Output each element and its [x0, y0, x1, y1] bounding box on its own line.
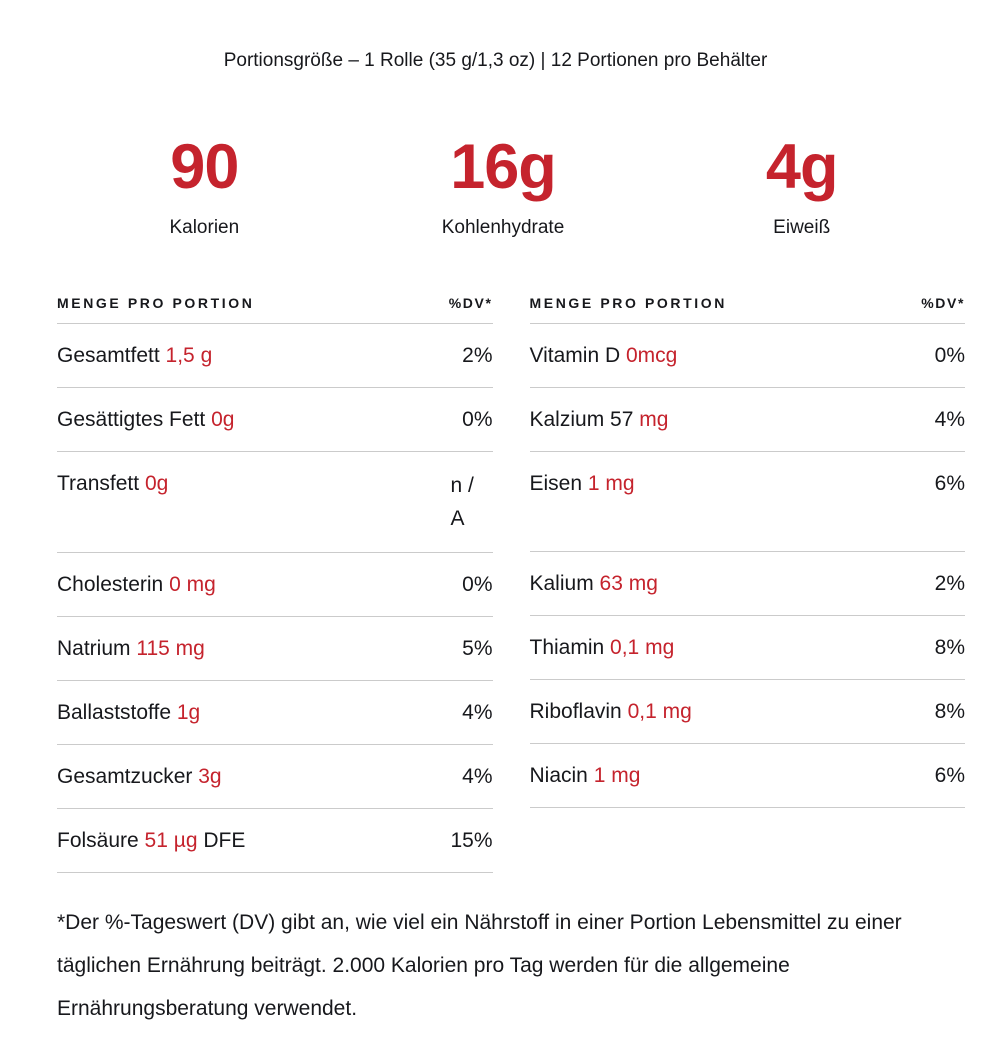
- nutrient-column-left: MENGE PRO PORTION %DV* Gesamtfett 1,5 g …: [57, 295, 493, 873]
- stat-carbohydrates: 16g Kohlenhydrate: [354, 136, 653, 239]
- nutrient-name-cell: Folsäure 51 µg DFE: [57, 826, 255, 855]
- nutrient-row-natrium: Natrium 115 mg 5%: [57, 617, 493, 681]
- nutrient-name: Transfett: [57, 472, 140, 495]
- nutrient-name-cell: Ballaststoffe 1g: [57, 698, 210, 727]
- nutrient-name-cell: Niacin 1 mg: [530, 761, 651, 790]
- nutrient-amount: 0g: [144, 472, 169, 495]
- nutrient-name: Gesamtfett: [57, 344, 160, 367]
- nutrient-amount: 0mcg: [626, 344, 678, 367]
- nutrient-dv-value: n / A: [450, 474, 474, 530]
- nutrient-row-gesamtfett: Gesamtfett 1,5 g 2%: [57, 324, 493, 388]
- nutrient-amount: 1 mg: [587, 472, 635, 495]
- nutrient-name-cell: Eisen 1 mg: [530, 469, 645, 498]
- amount-per-serving-header: MENGE PRO PORTION: [57, 295, 255, 311]
- nutrient-dv-value: 15%: [450, 829, 493, 852]
- nutrient-amount: 0,1 mg: [627, 700, 692, 723]
- nutrient-name: Niacin: [529, 764, 588, 787]
- nutrient-name: Kalium: [529, 572, 594, 595]
- nutrient-name-cell: Gesamtzucker 3g: [57, 762, 232, 791]
- serving-size-line: Portionsgröße – 1 Rolle (35 g/1,3 oz) | …: [223, 50, 768, 71]
- stat-carbohydrates-label: Kohlenhydrate: [441, 217, 565, 238]
- nutrient-amount: 115 mg: [136, 637, 205, 660]
- dv-header: %DV*: [921, 295, 965, 311]
- nutrient-name: Kalzium 57: [529, 408, 634, 431]
- nutrient-row-niacin: Niacin 1 mg 6%: [529, 744, 965, 808]
- nutrient-dv-value: 4%: [462, 701, 493, 724]
- nutrient-row-transfett: Transfett 0g n / A: [57, 452, 493, 553]
- nutrient-amount: 3g: [198, 765, 222, 788]
- nutrient-name: Folsäure: [57, 829, 139, 852]
- nutrient-row-gesaettigtes-fett: Gesättigtes Fett 0g 0%: [57, 388, 493, 452]
- macro-stats: 90 Kalorien 16g Kohlenhydrate 4g Eiweiß: [55, 136, 951, 239]
- nutrient-name-cell: Vitamin D 0mcg: [530, 341, 688, 370]
- nutrient-row-eisen: Eisen 1 mg 6%: [529, 452, 965, 552]
- nutrient-name: Natrium: [57, 637, 131, 660]
- dv-footnote: *Der %-Tageswert (DV) gibt an, wie viel …: [57, 911, 902, 1020]
- nutrient-dv-value: 8%: [934, 700, 965, 723]
- nutrient-row-kalzium: Kalzium 57 mg 4%: [529, 388, 965, 452]
- nutrient-name: Gesamtzucker: [57, 765, 193, 788]
- nutrient-amount: 1g: [176, 701, 201, 724]
- stat-calories-label: Kalorien: [169, 217, 240, 238]
- nutrient-row-gesamtzucker: Gesamtzucker 3g 4%: [57, 745, 493, 809]
- nutrient-dv-value: 4%: [934, 408, 965, 431]
- dv-header: %DV*: [448, 295, 493, 311]
- nutrient-name-cell: Gesamtfett 1,5 g: [57, 341, 222, 370]
- nutrient-dv-value: 6%: [934, 472, 965, 495]
- stat-protein-label: Eiweiß: [773, 217, 831, 238]
- nutrient-name: Riboflavin: [529, 700, 622, 723]
- nutrient-name-cell: Riboflavin 0,1 mg: [530, 697, 702, 726]
- nutrient-suffix: DFE: [203, 829, 246, 852]
- stat-protein-value: 4g: [765, 132, 839, 202]
- nutrient-amount: 63 mg: [599, 572, 658, 595]
- nutrient-row-folsaeure: Folsäure 51 µg DFE 15%: [57, 809, 493, 873]
- nutrient-column-right: MENGE PRO PORTION %DV* Vitamin D 0mcg 0%…: [529, 295, 965, 873]
- nutrient-dv-value: 0%: [462, 408, 493, 431]
- nutrient-amount: 1 mg: [593, 764, 641, 787]
- nutrient-amount: 0 mg: [169, 573, 216, 596]
- nutrient-amount: 51 µg: [144, 829, 198, 852]
- nutrient-name-cell: Kalzium 57 mg: [530, 405, 679, 434]
- column-left-header-row: MENGE PRO PORTION %DV*: [57, 295, 493, 324]
- stat-calories: 90 Kalorien: [55, 136, 354, 239]
- amount-per-serving-header: MENGE PRO PORTION: [529, 295, 727, 311]
- nutrient-name-cell: Natrium 115 mg: [57, 634, 215, 663]
- stat-calories-value: 90: [170, 132, 239, 202]
- nutrient-row-vitamin-d: Vitamin D 0mcg 0%: [529, 324, 965, 388]
- nutrient-table: MENGE PRO PORTION %DV* Gesamtfett 1,5 g …: [57, 295, 965, 873]
- nutrient-amount: 0,1 mg: [610, 636, 675, 659]
- nutrient-dv-value: 5%: [462, 637, 493, 660]
- nutrient-dv-value: 4%: [462, 765, 493, 788]
- nutrient-amount: mg: [639, 408, 669, 431]
- nutrient-name-cell: Transfett 0g: [57, 469, 178, 498]
- nutrient-name-cell: Cholesterin 0 mg: [57, 570, 226, 599]
- nutrient-amount: 0g: [211, 408, 235, 431]
- nutrient-dv-value: 6%: [934, 764, 965, 787]
- nutrient-name-cell: Kalium 63 mg: [530, 569, 668, 598]
- nutrient-dv-value: 0%: [462, 573, 493, 596]
- nutrient-dv-value: 2%: [934, 572, 965, 595]
- nutrient-name: Ballaststoffe: [57, 701, 172, 724]
- nutrient-name: Vitamin D: [529, 344, 621, 367]
- nutrient-name-cell: Thiamin 0,1 mg: [530, 633, 685, 662]
- stat-carbohydrates-value: 16g: [450, 132, 557, 202]
- nutrient-amount: 1,5 g: [165, 344, 213, 367]
- stat-protein: 4g Eiweiß: [652, 136, 951, 239]
- nutrient-dv-value: 2%: [462, 344, 493, 367]
- nutrient-row-cholesterin: Cholesterin 0 mg 0%: [57, 553, 493, 617]
- nutrient-name-cell: Gesättigtes Fett 0g: [57, 405, 244, 434]
- nutrient-name: Gesättigtes Fett: [57, 408, 206, 431]
- column-right-header-row: MENGE PRO PORTION %DV*: [529, 295, 965, 324]
- nutrient-row-kalium: Kalium 63 mg 2%: [529, 552, 965, 616]
- nutrient-row-ballaststoffe: Ballaststoffe 1g 4%: [57, 681, 493, 745]
- nutrient-row-thiamin: Thiamin 0,1 mg 8%: [529, 616, 965, 680]
- nutrient-row-riboflavin: Riboflavin 0,1 mg 8%: [529, 680, 965, 744]
- nutrient-dv-value: 0%: [934, 344, 965, 367]
- nutrient-name: Cholesterin: [57, 573, 164, 596]
- nutrient-name: Thiamin: [529, 636, 605, 659]
- nutrient-name: Eisen: [529, 472, 583, 495]
- nutrient-dv-value: 8%: [934, 636, 965, 659]
